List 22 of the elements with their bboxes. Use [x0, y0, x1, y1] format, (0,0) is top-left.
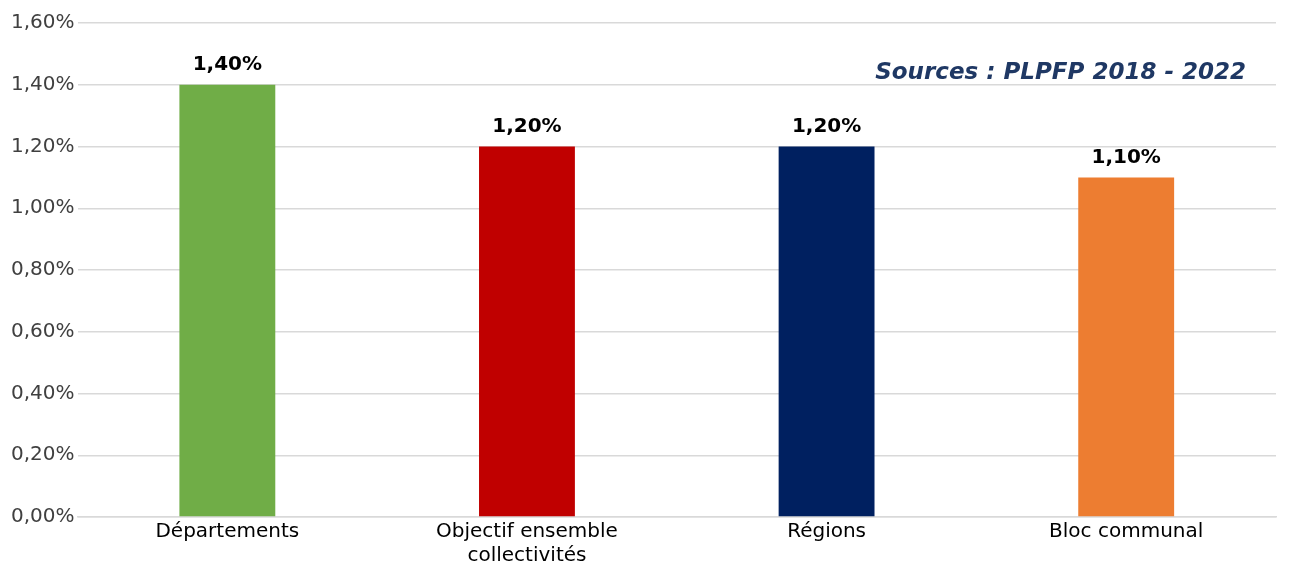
bar — [1078, 177, 1175, 517]
y-tick-label: 0,00% — [10, 503, 75, 528]
data-label: 1,20% — [492, 112, 562, 137]
x-tick-label: Objectif ensemble collectivités — [436, 518, 618, 567]
y-tick-label: 0,40% — [10, 379, 75, 404]
y-tick-label: 0,60% — [10, 317, 75, 342]
bar — [179, 84, 276, 517]
y-tick-label: 1,40% — [10, 70, 75, 95]
data-label: 1,40% — [192, 50, 263, 75]
y-tick-label: 1,60% — [10, 9, 75, 34]
bar — [479, 146, 575, 517]
data-label: 1,10% — [1091, 143, 1161, 168]
x-tick-label: Bloc communal — [1049, 518, 1204, 543]
bar — [778, 146, 875, 517]
y-tick-label: 0,80% — [10, 256, 75, 281]
y-tick-label: 1,20% — [10, 132, 75, 157]
y-tick-label: 1,00% — [10, 194, 75, 219]
x-tick-label: Régions — [787, 518, 867, 543]
y-tick-label: 0,20% — [10, 441, 75, 466]
x-tick-label: Départements — [155, 518, 300, 543]
annotation: Sources : PLPFP 2018 - 2022 — [875, 57, 1246, 84]
data-label: 1,20% — [791, 112, 862, 137]
